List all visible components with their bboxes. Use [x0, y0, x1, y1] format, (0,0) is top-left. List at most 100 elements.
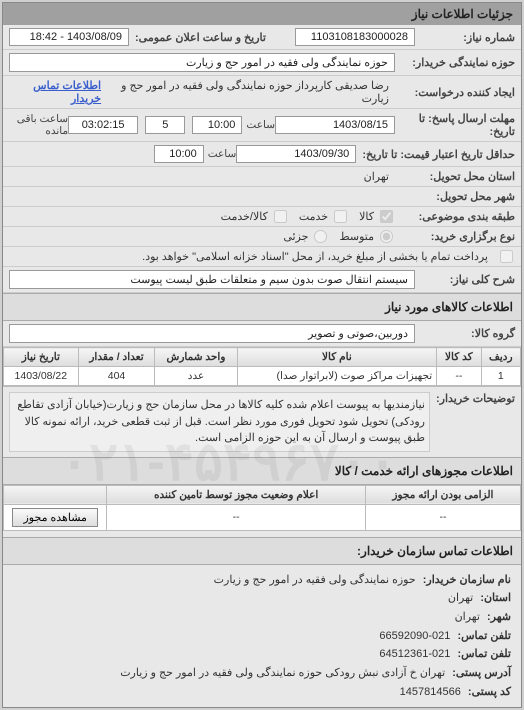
need-details-panel: جزئیات اطلاعات نیاز شماره نیاز: 11031081…: [2, 2, 522, 708]
goods-table-header-row: ردیف کد کالا نام کالا واحد شمارش تعداد /…: [4, 348, 521, 367]
contact-block: نام سازمان خریدار: حوزه نمایندگی ولی فقی…: [3, 565, 521, 708]
perm-th-2: [4, 485, 107, 504]
contact-section-title: اطلاعات تماس سازمان خریدار:: [3, 537, 521, 565]
row-deadline: مهلت ارسال پاسخ: تا تاریخ: 1403/08/15 سا…: [3, 109, 521, 142]
perm-th-0: الزامی بودن ارائه مجوز: [365, 485, 520, 504]
post-label: آدرس پستی:: [452, 667, 511, 679]
permits-header-row: الزامی بودن ارائه مجوز اعلام وضعیت مجوز …: [4, 485, 521, 504]
row-buyer-region: حوزه نمایندگی خریدار: حوزه نمایندگی ولی …: [3, 50, 521, 76]
th-date: تاریخ نیاز: [4, 348, 79, 367]
remaining-time: 03:02:15: [68, 116, 138, 134]
row-group: گروه کالا: دوربین،صوتی و تصویر: [3, 321, 521, 347]
org-name-label: نام سازمان خریدار:: [423, 574, 511, 586]
cb-goods-service-label: کالا/خدمت: [221, 210, 268, 223]
org-name: حوزه نمایندگی ولی فقیه در امور حج و زیار…: [214, 574, 416, 586]
delivery-city-label: شهر محل تحویل:: [395, 190, 515, 203]
buyer-contact-link[interactable]: اطلاعات تماس خریدار: [9, 79, 101, 105]
zip-label: کد پستی:: [468, 686, 511, 698]
view-permit-button[interactable]: مشاهده مجوز: [12, 508, 97, 527]
valid-until-time: 10:00: [154, 145, 204, 163]
buyer-notes-label: توضیحات خریدار:: [430, 392, 515, 452]
table-row: 1 -- تجهیزات مراکز صوت (لابراتوار صدا) ع…: [4, 367, 521, 386]
city-label: شهر:: [487, 611, 511, 623]
time-label-2: ساعت: [208, 148, 237, 160]
row-need-no: شماره نیاز: 1103108183000028 تاریخ و ساع…: [3, 25, 521, 50]
buyer-notes: نیازمندیها به پیوست اعلام شده کلیه کالاه…: [9, 392, 430, 452]
permits-table: الزامی بودن ارائه مجوز اعلام وضعیت مجوز …: [3, 485, 521, 531]
perm-td-btn: مشاهده مجوز: [4, 504, 107, 530]
time-label-1: ساعت: [246, 119, 275, 131]
fax-value: 021-64512361: [379, 648, 450, 660]
main-desc: سیستم انتقال صوت بدون سیم و متعلقات طبق …: [9, 270, 415, 289]
need-no: 1103108183000028: [295, 28, 415, 46]
requester: رضا صدیقی کارپرداز حوزه نمایندگی ولی فقی…: [111, 79, 395, 105]
cb-goods-label: کالا: [359, 210, 374, 223]
buyer-region: حوزه نمایندگی ولی فقیه در امور حج و زیار…: [9, 53, 395, 72]
row-requester: ایجاد کننده درخواست: رضا صدیقی کارپرداز …: [3, 76, 521, 109]
perm-td-1: --: [107, 504, 366, 530]
row-pack: طبقه بندی موضوعی: کالا خدمت کالا/خدمت: [3, 207, 521, 227]
main-desc-label: شرح کلی نیاز:: [415, 273, 515, 286]
cb-service[interactable]: [334, 210, 347, 223]
deadline-label: مهلت ارسال پاسخ: تا تاریخ:: [395, 112, 515, 138]
row-purchase-type: نوع برگزاری خرید: متوسط جزئی: [3, 227, 521, 247]
post-value: تهران خ آزادی نبش رودکی حوزه نمایندگی ول…: [120, 667, 445, 679]
td-date: 1403/08/22: [4, 367, 79, 386]
group-label: گروه کالا:: [415, 327, 515, 340]
cb-payment-note[interactable]: [500, 250, 513, 263]
td-code: --: [437, 367, 481, 386]
buyer-region-label: حوزه نمایندگی خریدار:: [395, 56, 515, 69]
purchase-type-label: نوع برگزاری خرید:: [395, 230, 515, 243]
td-unit: عدد: [155, 367, 237, 386]
cb-goods[interactable]: [380, 210, 393, 223]
prov-value: تهران: [448, 592, 473, 604]
goods-table: ردیف کد کالا نام کالا واحد شمارش تعداد /…: [3, 347, 521, 386]
perm-td-0: --: [365, 504, 520, 530]
row-buyer-notes: توضیحات خریدار: نیازمندیها به پیوست اعلا…: [3, 386, 521, 457]
pack-label: طبقه بندی موضوعی:: [395, 210, 515, 223]
td-name: تجهیزات مراکز صوت (لابراتوار صدا): [237, 367, 437, 386]
rb-minor-label: جزئی: [283, 230, 308, 243]
requester-label: ایجاد کننده درخواست:: [395, 86, 515, 99]
row-valid-until: حداقل تاریخ اعتبار قیمت: تا تاریخ: 1403/…: [3, 142, 521, 167]
city-value: تهران: [455, 611, 480, 623]
td-qty: 404: [78, 367, 155, 386]
announce-label: تاریخ و ساعت اعلان عمومی:: [129, 31, 266, 44]
zip-value: 1457814566: [400, 686, 461, 698]
td-row: 1: [481, 367, 520, 386]
panel-title: جزئیات اطلاعات نیاز: [3, 3, 521, 25]
announce-value: 1403/08/09 - 18:42: [9, 28, 129, 46]
th-code: کد کالا: [437, 348, 481, 367]
th-qty: تعداد / مقدار: [78, 348, 155, 367]
payment-note: پرداخت تمام یا بخشی از مبلغ خرید، از محل…: [9, 250, 494, 263]
tel-value: 021-66592090: [379, 630, 450, 642]
th-unit: واحد شمارش: [155, 348, 237, 367]
deadline-date: 1403/08/15: [275, 116, 395, 134]
row-delivery-prov: استان محل تحویل: تهران: [3, 167, 521, 187]
prov-label: استان:: [480, 592, 511, 604]
group-value: دوربین،صوتی و تصویر: [9, 324, 415, 343]
th-name: نام کالا: [237, 348, 437, 367]
valid-until-label: حداقل تاریخ اعتبار قیمت: تا تاریخ:: [356, 148, 515, 161]
delivery-prov-label: استان محل تحویل:: [395, 170, 515, 183]
row-delivery-city: شهر محل تحویل:: [3, 187, 521, 207]
deadline-time: 10:00: [192, 116, 242, 134]
row-main-desc: شرح کلی نیاز: سیستم انتقال صوت بدون سیم …: [3, 267, 521, 293]
need-no-label: شماره نیاز:: [415, 31, 515, 44]
row-payment-note: پرداخت تمام یا بخشی از مبلغ خرید، از محل…: [3, 247, 521, 267]
valid-until-date: 1403/09/30: [236, 145, 356, 163]
rb-minor[interactable]: [314, 230, 327, 243]
th-row: ردیف: [481, 348, 520, 367]
cb-goods-service[interactable]: [274, 210, 287, 223]
delivery-prov: تهران: [358, 170, 395, 183]
goods-section-title: اطلاعات کالاهای مورد نیاز: [3, 293, 521, 321]
rb-mid-label: متوسط: [339, 230, 374, 243]
permits-row: -- -- مشاهده مجوز: [4, 504, 521, 530]
fax-label: تلفن تماس:: [457, 648, 511, 660]
tel-label: تلفن تماس:: [457, 630, 511, 642]
remaining-days: 5: [145, 116, 185, 134]
cb-service-label: خدمت: [299, 210, 328, 223]
perm-th-1: اعلام وضعیت مجوز توسط تامین کننده: [107, 485, 366, 504]
rb-mid[interactable]: [380, 230, 393, 243]
permits-section-title: اطلاعات مجوزهای ارائه خدمت / کالا: [3, 457, 521, 485]
